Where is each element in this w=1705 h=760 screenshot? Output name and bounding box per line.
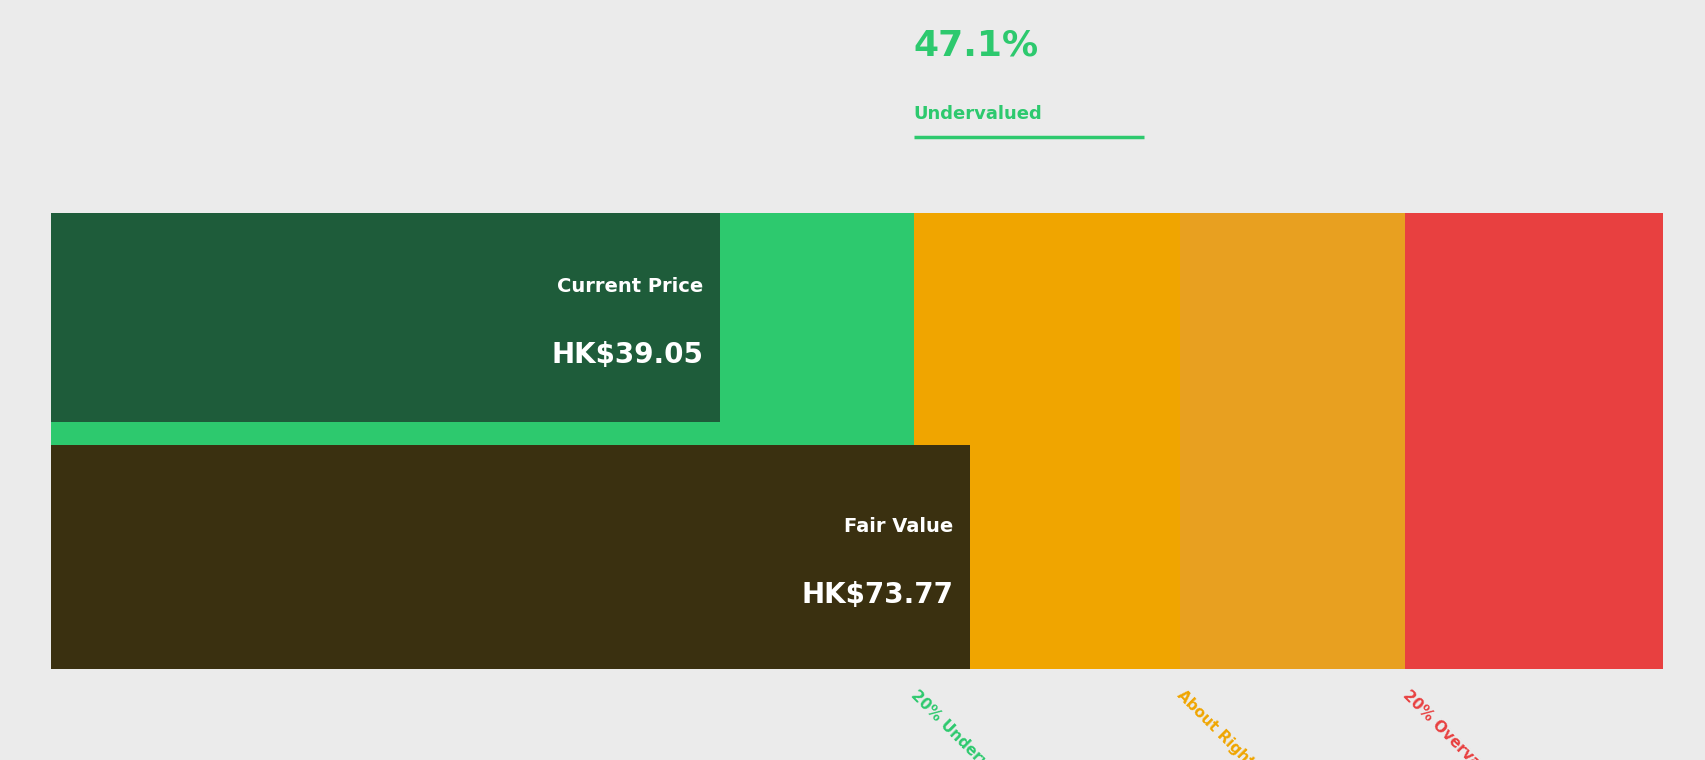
Text: HK$73.77: HK$73.77 [801,581,953,609]
Bar [1405,213,1662,669]
Bar [51,445,970,669]
Bar [1180,213,1405,669]
Bar [51,213,914,669]
Text: Undervalued: Undervalued [914,105,1042,123]
Text: 47.1%: 47.1% [914,29,1038,62]
Text: About Right: About Right [1173,688,1257,760]
Text: Current Price: Current Price [556,277,702,296]
Text: 20% Undervalued: 20% Undervalued [907,688,1025,760]
Bar [51,213,720,422]
Text: HK$39.05: HK$39.05 [551,341,702,369]
Text: Fair Value: Fair Value [844,517,953,536]
Bar [914,213,1180,669]
Text: 20% Overvalued: 20% Overvalued [1400,688,1509,760]
